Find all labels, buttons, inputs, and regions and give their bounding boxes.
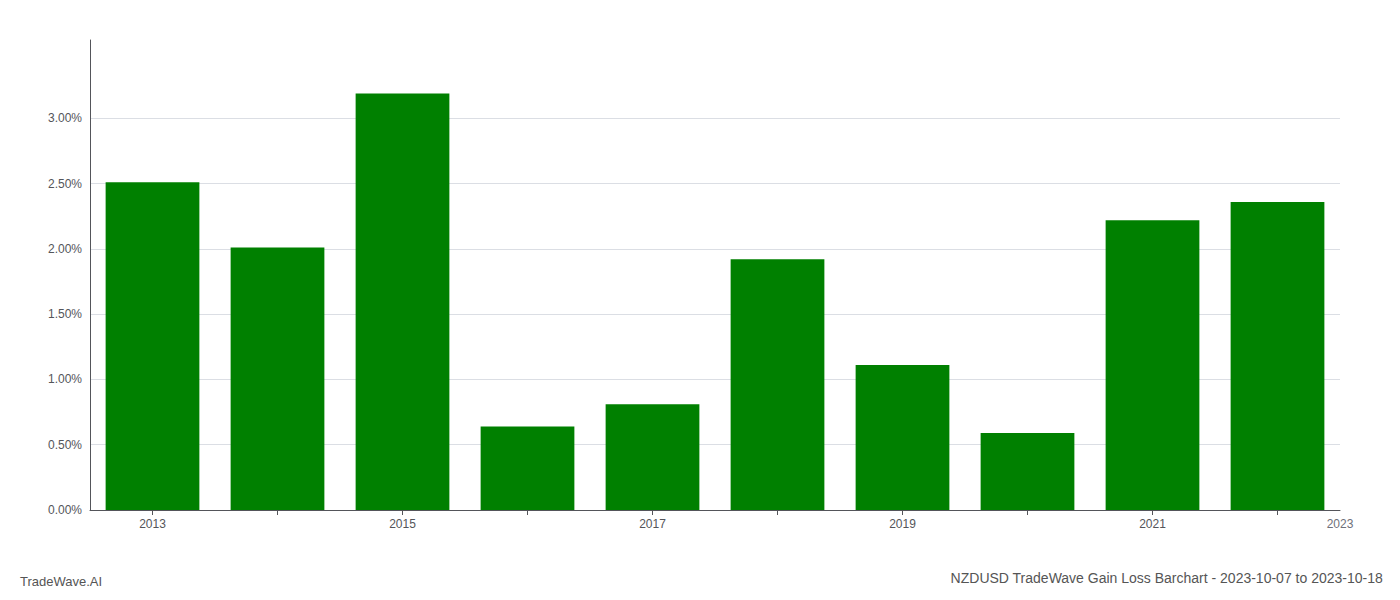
svg-text:2019: 2019 <box>889 517 916 531</box>
svg-text:TradeWave.AI: TradeWave.AI <box>20 574 102 589</box>
svg-text:1.00%: 1.00% <box>48 372 82 386</box>
svg-text:0.50%: 0.50% <box>48 438 82 452</box>
svg-text:2017: 2017 <box>639 517 666 531</box>
svg-text:2.00%: 2.00% <box>48 242 82 256</box>
svg-text:2013: 2013 <box>139 517 166 531</box>
svg-text:2023: 2023 <box>1327 517 1354 531</box>
svg-text:NZDUSD TradeWave Gain Loss Bar: NZDUSD TradeWave Gain Loss Barchart - 20… <box>951 570 1383 586</box>
svg-text:0.00%: 0.00% <box>48 503 82 517</box>
svg-text:3.00%: 3.00% <box>48 111 82 125</box>
svg-text:2021: 2021 <box>1139 517 1166 531</box>
svg-text:2015: 2015 <box>389 517 416 531</box>
svg-text:2.50%: 2.50% <box>48 177 82 191</box>
svg-text:1.50%: 1.50% <box>48 307 82 321</box>
